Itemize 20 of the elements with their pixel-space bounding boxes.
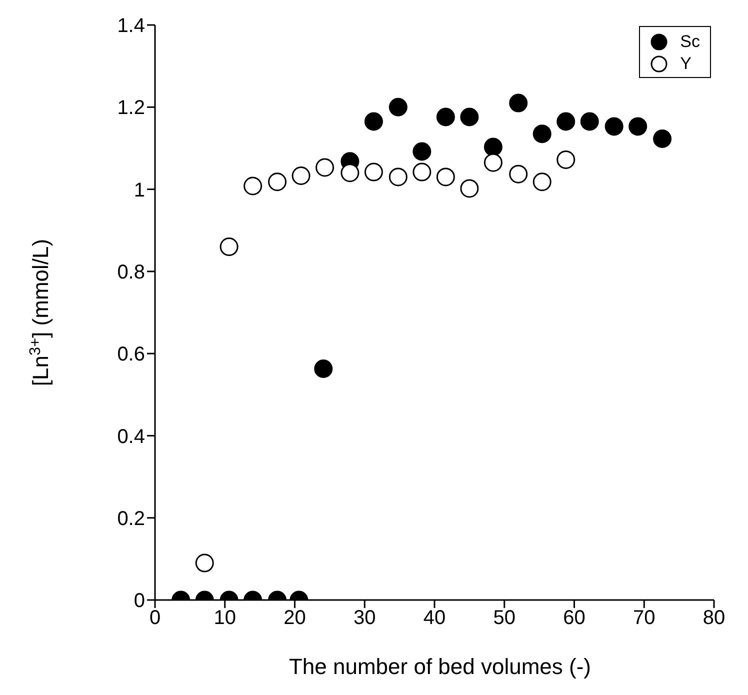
x-tick-label: 40 bbox=[423, 607, 446, 630]
y-tick-label: 0.8 bbox=[117, 262, 145, 284]
y-tick-label: 0.2 bbox=[117, 508, 145, 530]
x-tick-label: 70 bbox=[633, 607, 656, 630]
y-tick-label: 0.4 bbox=[117, 426, 145, 448]
x-tick-label: 30 bbox=[354, 607, 376, 630]
x-tick-label: 60 bbox=[563, 607, 586, 630]
y-tick-label: 1.4 bbox=[117, 15, 145, 38]
x-tick-label: 20 bbox=[284, 607, 306, 630]
y-tick-label: 1.2 bbox=[117, 97, 145, 120]
x-tick-label: 0 bbox=[149, 607, 161, 630]
x-tick-label: 80 bbox=[702, 607, 726, 630]
y-tick-label: 1 bbox=[134, 179, 145, 202]
y-tick-label: 0.6 bbox=[117, 344, 145, 366]
x-axis-title: The number of bed volumes (-) bbox=[288, 654, 592, 679]
legend-label: Sc bbox=[680, 32, 700, 52]
legend-label: Y bbox=[680, 54, 692, 74]
x-tick-label: 10 bbox=[214, 607, 236, 630]
x-tick-label: 50 bbox=[493, 607, 516, 630]
y-tick-label: 0 bbox=[134, 590, 145, 612]
